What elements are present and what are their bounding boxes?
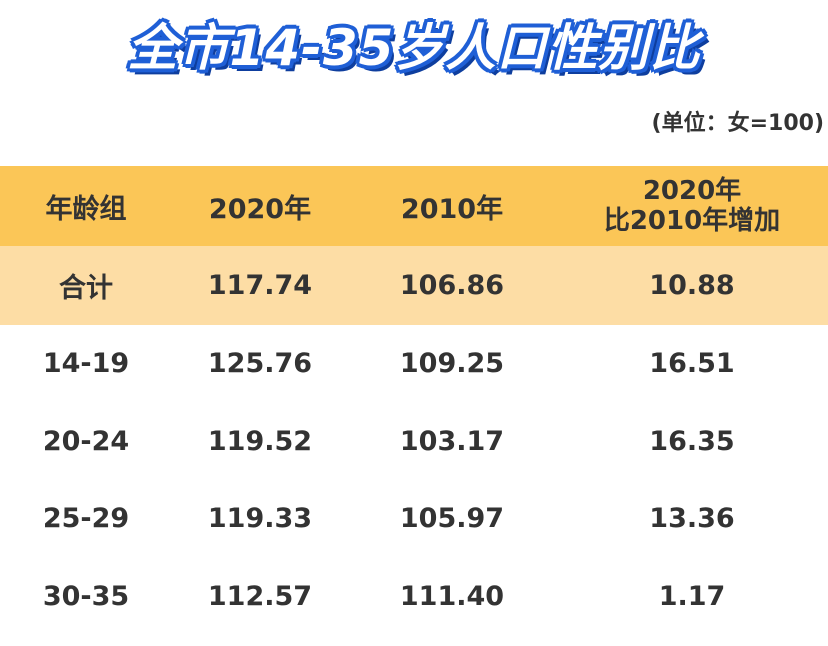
header-2010: 2010年 [400,193,504,225]
header-increase: 2020年 比2010年增加 [556,176,828,236]
header-increase-line2: 比2010年增加 [603,206,781,236]
cell-2010: 111.40 [399,580,505,612]
cell-increase: 16.51 [649,348,735,380]
cell-2010: 106.86 [399,270,505,301]
table-row-total: 合计 117.74 106.86 10.88 [0,246,828,325]
cell-age-group: 14-19 [42,348,130,380]
cell-age-group: 25-29 [42,503,130,535]
table-row: 30-35 112.57 111.40 1.17 [0,557,828,635]
cell-age-group: 30-35 [42,580,130,612]
table-row: 20-24 119.52 103.17 16.35 [0,402,828,480]
unit-note: (单位：女=100) [651,111,824,136]
cell-increase: 16.35 [649,425,735,457]
cell-2020: 125.76 [207,348,313,380]
cell-2010: 105.97 [399,503,505,535]
cell-increase: 10.88 [649,270,735,301]
table-header-row: 年龄组 2020年 2010年 2020年 比2010年增加 [0,166,828,246]
cell-increase: 13.36 [649,503,735,535]
cell-2020: 117.74 [207,270,313,301]
cell-increase: 1.17 [658,580,726,612]
cell-age-group: 20-24 [42,425,130,457]
cell-2010: 109.25 [399,348,505,380]
header-increase-line1: 2020年 [642,176,742,206]
cell-age-group: 合计 [59,273,113,304]
header-age-group: 年龄组 [45,193,127,225]
cell-2020: 112.57 [207,580,313,612]
table-row: 25-29 119.33 105.97 13.36 [0,480,828,558]
cell-2010: 103.17 [399,425,505,457]
page-title: 全市14-35岁人口性别比 [127,19,701,77]
table-row: 14-19 125.76 109.25 16.51 [0,325,828,403]
cell-2020: 119.52 [207,425,313,457]
sex-ratio-table: 年龄组 2020年 2010年 2020年 比2010年增加 合计 117.74… [0,166,828,635]
cell-2020: 119.33 [207,503,313,535]
header-2020: 2020年 [208,193,312,225]
